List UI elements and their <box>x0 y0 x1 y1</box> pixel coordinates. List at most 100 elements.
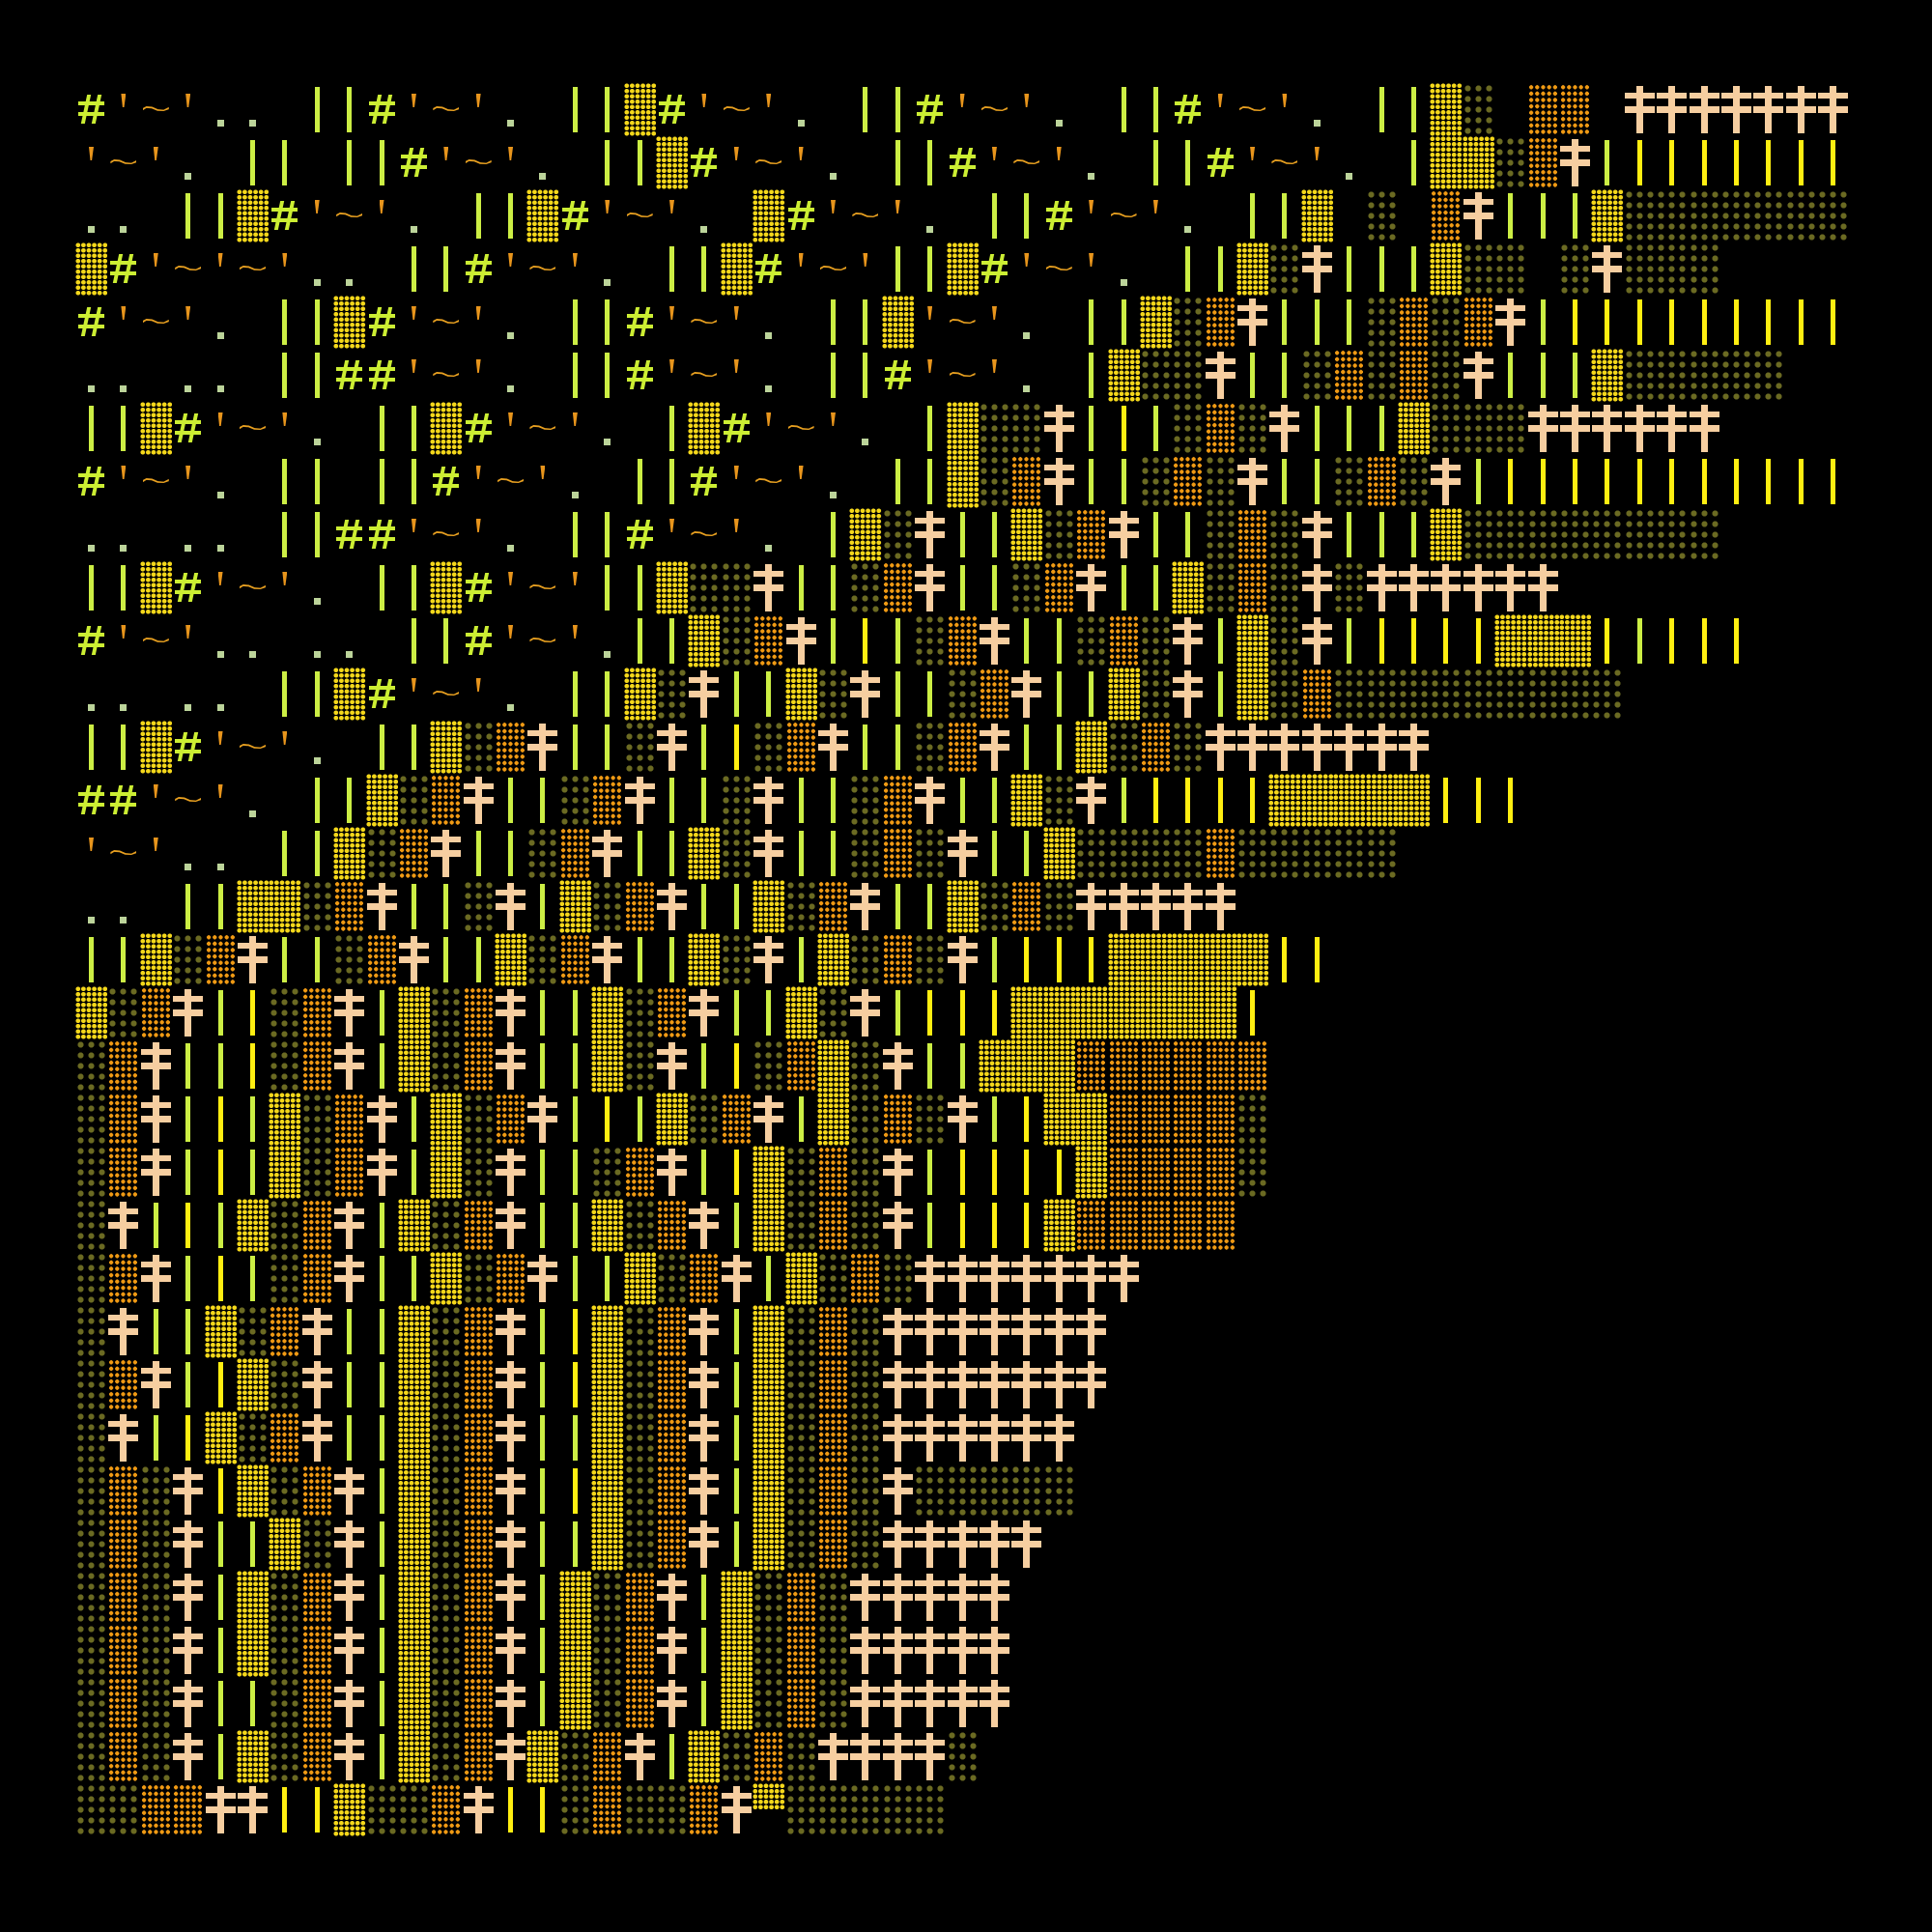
dense-block-glyph <box>591 1358 624 1411</box>
blank-cell-cell <box>947 1783 979 1836</box>
medium-dither-glyph-matrix <box>496 1253 526 1304</box>
medium-dither-glyph <box>1236 561 1268 614</box>
plus-glyph-cell <box>1268 402 1300 455</box>
medium-dither-glyph-cell <box>1398 349 1430 402</box>
plus-glyph <box>140 1252 172 1305</box>
sparse-dither-glyph-cell <box>269 1039 301 1093</box>
medium-dither-glyph-matrix <box>1140 1094 1171 1145</box>
sparse-dither-glyph <box>430 1730 463 1783</box>
plus-glyph <box>107 1305 139 1358</box>
blank-cell-cell <box>1720 1730 1752 1783</box>
blank-cell-cell <box>1817 1411 1849 1464</box>
ascii-row <box>75 933 1850 986</box>
blank-cell-cell <box>1268 1518 1300 1571</box>
sparse-dither-glyph <box>623 1464 657 1518</box>
medium-dither-glyph-matrix <box>108 1519 139 1570</box>
pipe-green-glyph <box>721 1199 753 1252</box>
plus-glyph <box>495 1518 526 1571</box>
plus-glyph <box>301 1358 333 1411</box>
blank-cell-cell <box>1817 668 1849 721</box>
pipe-green-glyph-cell <box>333 774 365 827</box>
plus-glyph-cell <box>430 827 462 880</box>
dense-block-glyph-cell <box>1075 721 1108 774</box>
pipe-yellow-glyph <box>205 1358 237 1411</box>
pipe-yellow-glyph-cell <box>947 1146 979 1199</box>
sparse-dither-glyph <box>784 1199 817 1252</box>
medium-dither-glyph-matrix <box>1527 137 1558 188</box>
apostrophe-glyph-cell <box>1043 136 1075 189</box>
pipe-green-glyph <box>624 614 656 668</box>
blank-cell-cell <box>1301 1571 1333 1624</box>
sparse-dither-glyph-cell <box>1268 827 1301 880</box>
apostrophe-glyph-cell <box>785 455 817 508</box>
pipe-green-glyph <box>947 508 979 561</box>
dense-block-glyph <box>558 1624 592 1677</box>
plus-glyph-cell <box>333 1464 365 1518</box>
dense-block-glyph <box>1010 774 1043 827</box>
period-glyph-cell <box>205 455 237 508</box>
blank-cell-cell <box>979 1730 1010 1783</box>
sparse-dither-glyph-matrix <box>1042 508 1076 561</box>
pipe-yellow-glyph-cell <box>1720 296 1752 349</box>
blank-cell-cell <box>1108 1730 1140 1783</box>
medium-dither-glyph-matrix <box>947 615 978 667</box>
plus-glyph-cell <box>1527 561 1559 614</box>
sparse-dither-glyph-matrix <box>430 1358 463 1411</box>
plus-glyph <box>591 827 623 880</box>
pipe-yellow-glyph <box>979 986 1010 1039</box>
blank-cell-cell <box>1752 774 1784 827</box>
dense-block-glyph <box>430 402 463 455</box>
tilde-glyph-cell <box>947 349 979 402</box>
dense-block-glyph <box>816 933 850 986</box>
sparse-dither-glyph-matrix <box>1042 880 1076 933</box>
apostrophe-glyph-cell <box>914 296 946 349</box>
blank-cell-cell <box>1559 561 1591 614</box>
tilde-glyph <box>333 189 365 242</box>
blank-cell-cell <box>1494 1624 1526 1677</box>
apostrophe-glyph <box>172 614 204 668</box>
plus-glyph-cell <box>882 1411 914 1464</box>
medium-dither-glyph-cell <box>107 1146 139 1199</box>
medium-dither-glyph-matrix <box>624 1625 655 1676</box>
dense-block-glyph <box>591 986 624 1039</box>
blank-cell-cell <box>1333 1411 1365 1464</box>
medium-dither-glyph-matrix <box>301 1572 332 1623</box>
blank-cell-cell <box>1591 1624 1623 1677</box>
sparse-dither-glyph-cell <box>75 1093 108 1146</box>
medium-dither-glyph-cell <box>107 1624 139 1677</box>
period-glyph-cell <box>1172 189 1204 242</box>
hash-glyph <box>1043 189 1075 242</box>
medium-dither-glyph <box>979 668 1010 721</box>
period-glyph-cell <box>75 880 107 933</box>
blank-cell-cell <box>237 668 269 721</box>
blank-cell-cell <box>526 349 558 402</box>
plus-glyph <box>656 1624 688 1677</box>
pipe-green-glyph-cell <box>301 508 333 561</box>
blank-cell-cell <box>1752 1093 1784 1146</box>
ascii-halftone-grid <box>75 83 1850 1836</box>
dense-block-glyph <box>656 1093 689 1146</box>
apostrophe-glyph <box>269 242 300 296</box>
period-glyph <box>1043 83 1075 136</box>
medium-dither-glyph-matrix <box>301 1731 332 1782</box>
pipe-green-glyph-cell <box>1366 83 1398 136</box>
plus-glyph <box>205 1783 237 1836</box>
plus-glyph-cell <box>1043 1305 1075 1358</box>
pipe-green-glyph-cell <box>366 455 398 508</box>
apostrophe-glyph-cell <box>914 349 946 402</box>
pipe-green-glyph-cell <box>882 986 914 1039</box>
sparse-dither-glyph-matrix <box>75 1039 108 1093</box>
medium-dither-glyph <box>1075 1039 1107 1093</box>
sparse-dither-glyph-cell <box>1333 668 1366 721</box>
sparse-dither-glyph-matrix <box>656 668 689 721</box>
blank-cell-cell <box>1172 1305 1204 1358</box>
sparse-dither-glyph <box>1752 189 1785 242</box>
pipe-green-glyph-cell <box>172 880 204 933</box>
pipe-green-glyph-cell <box>1366 242 1398 296</box>
plus-glyph-cell <box>979 1624 1010 1677</box>
blank-cell-cell <box>1624 827 1656 880</box>
sparse-dither-glyph-cell <box>720 1730 753 1783</box>
pipe-green-glyph <box>1268 189 1300 242</box>
pipe-yellow-glyph <box>1010 1146 1042 1199</box>
dense-block-glyph-cell <box>1075 986 1108 1039</box>
